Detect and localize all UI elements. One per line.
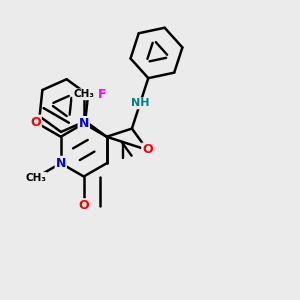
Text: N: N (79, 117, 89, 130)
Text: N: N (56, 157, 66, 170)
Text: O: O (30, 116, 41, 129)
Text: NH: NH (131, 98, 149, 108)
Text: O: O (142, 143, 153, 157)
Text: CH₃: CH₃ (73, 89, 94, 99)
Text: O: O (78, 199, 89, 212)
Text: CH₃: CH₃ (25, 173, 46, 183)
Text: F: F (98, 88, 107, 101)
